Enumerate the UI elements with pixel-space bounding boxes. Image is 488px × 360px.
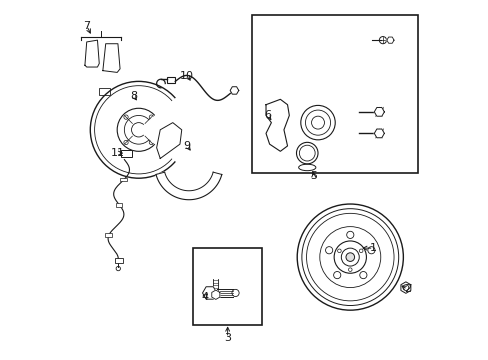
Text: 4: 4 xyxy=(201,292,208,302)
Text: 10: 10 xyxy=(180,71,194,81)
Polygon shape xyxy=(373,129,384,138)
Text: 3: 3 xyxy=(224,333,231,343)
Bar xyxy=(115,203,122,207)
Polygon shape xyxy=(156,172,222,200)
Polygon shape xyxy=(139,95,192,164)
Text: 5: 5 xyxy=(309,171,317,181)
Circle shape xyxy=(346,253,354,261)
Polygon shape xyxy=(211,290,220,300)
Polygon shape xyxy=(386,37,393,43)
Bar xyxy=(115,258,122,263)
Polygon shape xyxy=(400,282,410,293)
Polygon shape xyxy=(156,123,182,158)
Bar xyxy=(251,15,418,173)
Polygon shape xyxy=(85,40,99,67)
Text: 11: 11 xyxy=(111,148,125,158)
Polygon shape xyxy=(230,87,238,94)
Bar xyxy=(120,178,126,181)
Text: 7: 7 xyxy=(83,21,90,31)
Bar xyxy=(121,150,132,157)
Polygon shape xyxy=(202,287,217,299)
Text: 2: 2 xyxy=(403,284,410,294)
Bar xyxy=(99,87,110,95)
Text: 8: 8 xyxy=(129,91,137,101)
Bar xyxy=(105,233,112,237)
Polygon shape xyxy=(373,108,384,116)
Polygon shape xyxy=(102,44,120,72)
Text: 9: 9 xyxy=(183,141,190,151)
Bar xyxy=(85,47,97,62)
Polygon shape xyxy=(265,99,289,151)
Bar xyxy=(167,77,175,83)
Text: 1: 1 xyxy=(369,243,376,253)
Text: 6: 6 xyxy=(264,111,271,121)
Bar xyxy=(192,248,262,325)
